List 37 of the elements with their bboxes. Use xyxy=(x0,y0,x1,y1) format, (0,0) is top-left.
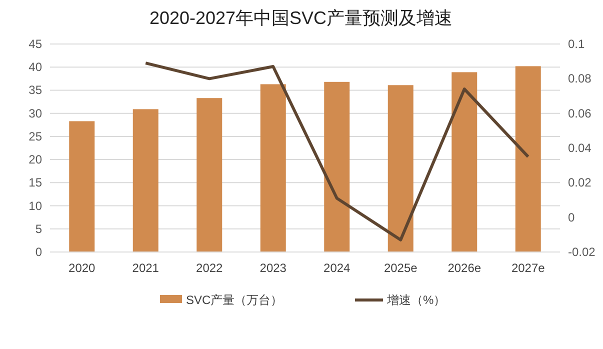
y-tick-label: 20 xyxy=(28,152,42,167)
chart-title: 2020-2027年中国SVC产量预测及增速 xyxy=(149,8,453,28)
legend-label: SVC产量（万台） xyxy=(186,293,283,307)
bar xyxy=(260,84,286,252)
y-tick-label: 0 xyxy=(35,245,42,259)
x-tick-label: 2026e xyxy=(448,261,482,275)
y-tick-label: 5 xyxy=(35,222,42,236)
line-series xyxy=(144,62,530,242)
y-tick-label: 25 xyxy=(28,129,42,144)
y2-tick-label: 0.06 xyxy=(568,106,592,120)
x-tick-label: 2022 xyxy=(196,261,224,275)
y2-tick-label: 0.1 xyxy=(568,37,586,51)
bar xyxy=(69,121,95,252)
x-tick-label: 2024 xyxy=(324,261,351,275)
y2-tick-label: 0.04 xyxy=(568,141,592,155)
y2-tick-label: 0.08 xyxy=(568,72,592,86)
legend-label: 增速（%） xyxy=(386,293,446,307)
y2-tick-label: 0 xyxy=(568,210,575,224)
x-tick-label: 2027e xyxy=(511,261,546,275)
y2-tick-label: 0.02 xyxy=(568,176,592,190)
bar xyxy=(196,98,222,252)
x-tick-label: 2025e xyxy=(384,261,418,275)
bar xyxy=(388,85,414,252)
y-tick-label: 35 xyxy=(28,83,42,98)
bar xyxy=(324,82,350,252)
bar xyxy=(452,72,478,252)
bar xyxy=(132,109,158,252)
y-tick-label: 45 xyxy=(28,37,42,51)
y-tick-label: 15 xyxy=(28,176,42,190)
x-tick-label: 2021 xyxy=(132,261,160,275)
y-tick-label: 30 xyxy=(28,106,42,120)
y2-tick-label: -0.02 xyxy=(568,245,596,259)
y-tick-label: 40 xyxy=(28,60,42,74)
bar xyxy=(515,66,541,252)
x-tick-label: 2023 xyxy=(260,261,287,275)
x-tick-label: 2020 xyxy=(68,261,96,275)
y-tick-label: 10 xyxy=(28,198,42,213)
